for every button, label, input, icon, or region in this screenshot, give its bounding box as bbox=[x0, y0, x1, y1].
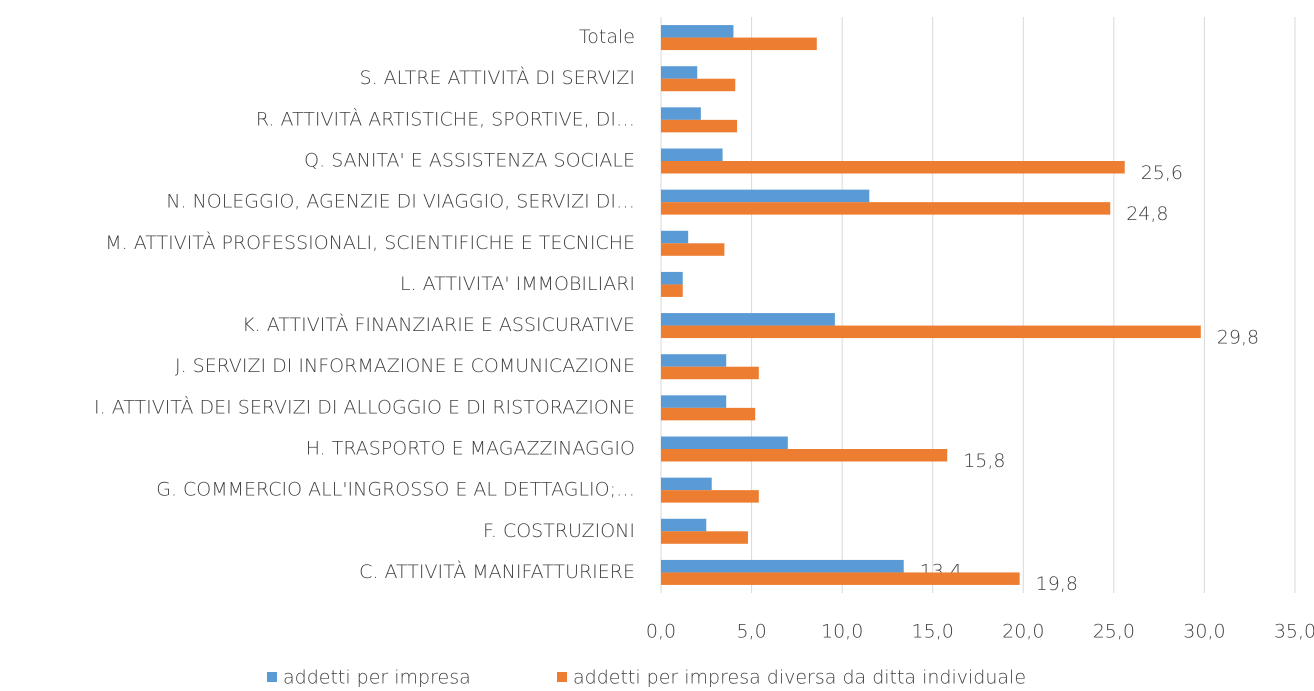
bar bbox=[661, 119, 738, 133]
bar bbox=[661, 407, 756, 421]
bar bbox=[661, 518, 707, 532]
bar bbox=[661, 354, 727, 367]
y-tick-label: I. ATTIVITÀ DEI SERVIZI DI ALLOGGIO E DI… bbox=[94, 395, 635, 418]
bar bbox=[661, 449, 948, 462]
x-tick-label: 0,0 bbox=[646, 621, 676, 643]
x-tick-label: 25,0 bbox=[1093, 621, 1135, 643]
y-tick-label: G. COMMERCIO ALL'INGROSSO E AL DETTAGLIO… bbox=[156, 479, 635, 501]
y-tick-label: F. COSTRUZIONI bbox=[483, 520, 635, 542]
bar bbox=[661, 37, 817, 51]
bar bbox=[661, 161, 1125, 174]
legend-swatch bbox=[267, 672, 277, 682]
bar bbox=[661, 148, 723, 161]
bar bbox=[661, 66, 698, 79]
y-tick-label: N. NOLEGGIO, AGENZIE DI VIAGGIO, SERVIZI… bbox=[166, 191, 635, 213]
y-tick-label: J. SERVIZI DI INFORMAZIONE E COMUNICAZIO… bbox=[175, 355, 635, 377]
bar bbox=[661, 271, 683, 285]
bar bbox=[661, 572, 1020, 585]
bar bbox=[661, 313, 835, 326]
x-tick-label: 20,0 bbox=[1002, 621, 1044, 643]
data-label: 15,8 bbox=[963, 450, 1005, 472]
legend-label: addetti per impresa diversa da ditta ind… bbox=[573, 667, 1026, 689]
data-label: 24,8 bbox=[1126, 203, 1168, 225]
data-label: 25,6 bbox=[1141, 162, 1183, 184]
bar bbox=[661, 284, 683, 297]
data-label: 19,8 bbox=[1036, 573, 1078, 595]
legend-label: addetti per impresa bbox=[283, 667, 471, 689]
bar bbox=[661, 477, 712, 491]
y-tick-label: H. TRASPORTO E MAGAZZINAGGIO bbox=[306, 438, 635, 460]
legend-swatch bbox=[557, 672, 567, 682]
y-tick-label: K. ATTIVITÀ FINANZIARIE E ASSICURATIVE bbox=[242, 313, 635, 336]
bar bbox=[661, 490, 759, 503]
y-tick-label: Q. SANITA' E ASSISTENZA SOCIALE bbox=[304, 150, 635, 172]
y-tick-label: R. ATTIVITÀ ARTISTICHE, SPORTIVE, DI… bbox=[256, 107, 635, 130]
x-tick-label: 30,0 bbox=[1183, 621, 1225, 643]
bar bbox=[661, 189, 870, 203]
bar bbox=[661, 78, 736, 92]
y-tick-label: L. ATTIVITA' IMMOBILIARI bbox=[400, 273, 635, 295]
y-tick-label: S. ALTRE ATTIVITÀ DI SERVIZI bbox=[360, 66, 635, 89]
bar bbox=[661, 202, 1111, 215]
bar bbox=[661, 243, 725, 256]
bar bbox=[661, 25, 734, 38]
bar bbox=[661, 230, 689, 244]
y-tick-label: C. ATTIVITÀ MANIFATTURIERE bbox=[359, 560, 635, 583]
x-tick-label: 5,0 bbox=[736, 621, 766, 643]
bar bbox=[661, 531, 748, 544]
data-label: 29,8 bbox=[1217, 326, 1259, 348]
bar bbox=[661, 559, 904, 573]
bar bbox=[661, 366, 759, 380]
x-tick-label: 10,0 bbox=[821, 621, 863, 643]
y-tick-label: Totale bbox=[579, 26, 635, 48]
bar bbox=[661, 436, 788, 449]
y-tick-label: M. ATTIVITÀ PROFESSIONALI, SCIENTIFICHE … bbox=[105, 231, 635, 254]
bar bbox=[661, 395, 727, 408]
bar bbox=[661, 107, 701, 120]
bar bbox=[661, 325, 1201, 339]
x-tick-label: 35,0 bbox=[1274, 621, 1314, 643]
x-tick-label: 15,0 bbox=[912, 621, 954, 643]
